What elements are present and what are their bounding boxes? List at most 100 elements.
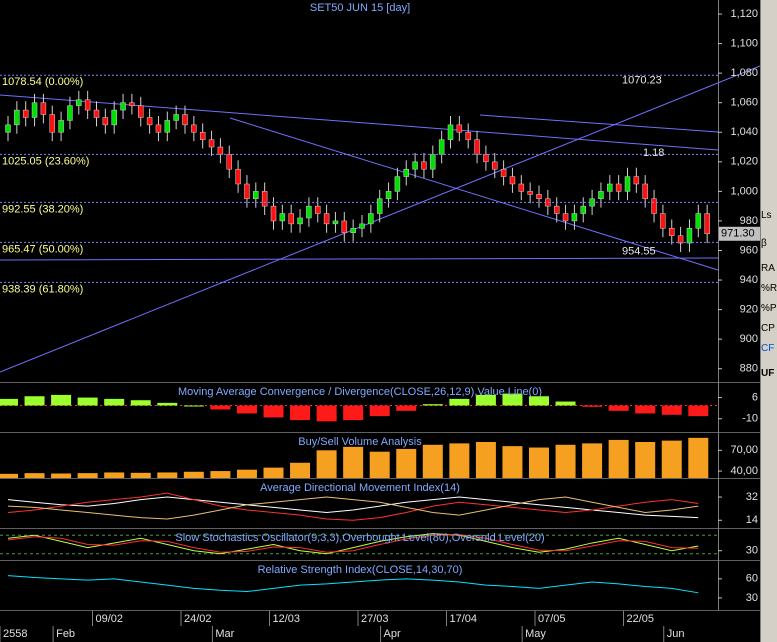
bar [183, 471, 204, 478]
bar [236, 405, 257, 414]
candle-body [279, 213, 286, 222]
candle-body [76, 99, 82, 106]
bar [396, 405, 417, 411]
bar [582, 443, 603, 478]
bar [661, 440, 682, 478]
candle-body [199, 132, 206, 140]
candle-body [217, 146, 224, 155]
y-tick-label: 900 [740, 333, 758, 345]
candle-body [31, 102, 38, 118]
bar [608, 439, 629, 478]
candle-body [669, 228, 675, 236]
bar [396, 448, 417, 478]
toolbar-button[interactable]: RA [761, 263, 775, 274]
bar [635, 442, 656, 478]
candle-body [633, 176, 640, 185]
y-tick-label: 32 [746, 491, 758, 503]
candle-body [430, 154, 436, 170]
candle-body [93, 109, 100, 118]
last-price-label: 971.30 [721, 228, 755, 240]
candle-body [235, 168, 241, 185]
bar [422, 404, 443, 406]
bar [157, 472, 178, 478]
toolbar-button[interactable]: %R [761, 283, 777, 294]
panel-title: Slow Stochastics Oscillator(9,3,3),Overb… [175, 532, 544, 544]
y-tick-label: 1,040 [730, 126, 758, 138]
y-tick-label: 14 [746, 514, 758, 526]
candle-body [359, 223, 365, 229]
candle-body [509, 176, 516, 185]
month-label: May [525, 628, 546, 640]
bar [502, 446, 523, 478]
bar [369, 405, 390, 417]
candle-body [695, 213, 702, 229]
y-tick-label: 1,020 [730, 156, 758, 168]
fib-label: 1078.54 (0.00%) [2, 76, 83, 88]
bar [210, 471, 231, 478]
price-label: 1.18 [643, 147, 664, 159]
candle-body [447, 124, 454, 140]
candle-body [253, 191, 259, 200]
toolbar-button[interactable]: %P [761, 303, 777, 314]
toolbar-button[interactable]: Ls [761, 210, 772, 221]
candle-body [677, 235, 684, 244]
candle-body [208, 139, 215, 148]
candle-body [518, 183, 525, 192]
candle-body [323, 213, 330, 225]
candle-body [562, 213, 569, 222]
y-tick-label: 1,080 [730, 67, 758, 79]
y-tick-label: 980 [740, 215, 758, 227]
bar [290, 405, 311, 421]
candle-body [14, 109, 20, 126]
candle-body [261, 191, 268, 207]
bar [343, 446, 364, 478]
candle-body [49, 114, 55, 133]
bar [130, 400, 151, 406]
toolbar-button[interactable]: β [761, 238, 767, 249]
date-label: 09/02 [96, 613, 124, 625]
y-tick-label: 940 [740, 274, 758, 286]
toolbar-button[interactable]: CP [761, 323, 775, 334]
candle-body [394, 176, 401, 192]
bar [369, 451, 390, 478]
bar [555, 401, 576, 406]
y-tick-label: 30 [746, 592, 758, 604]
panel-title: Moving Average Convergence / Divergence(… [178, 386, 542, 398]
candle-body [341, 220, 348, 233]
month-label: 2558 [3, 628, 27, 640]
price-label: 1070.23 [622, 74, 662, 86]
bar [51, 473, 72, 478]
indicator-line [7, 496, 699, 519]
candle-body [297, 217, 303, 225]
right-toolbar: Ls β RA %R %P CP CF UF [760, 0, 777, 642]
candle-body [288, 213, 294, 225]
candle-body [500, 168, 507, 177]
bar [183, 405, 204, 407]
indicator-line [7, 492, 699, 521]
y-tick-label: 30 [746, 545, 758, 557]
toolbar-button[interactable]: CF [761, 343, 775, 354]
candle-body [704, 213, 710, 235]
indicator-line [7, 533, 699, 555]
bar [236, 469, 257, 478]
fib-label: 938.39 (61.80%) [2, 283, 83, 295]
candle-body [173, 114, 179, 121]
date-label: 12/03 [273, 613, 301, 625]
bar [688, 437, 709, 478]
y-tick-label: 6 [752, 391, 758, 403]
candle-body [146, 117, 153, 126]
candle-body [111, 109, 117, 126]
toolbar-button[interactable]: UF [761, 368, 775, 379]
bar [290, 462, 311, 478]
bar [104, 472, 125, 478]
panel-title: Relative Strength Index(CLOSE,14,30,70) [258, 564, 463, 576]
candle-body [492, 161, 498, 170]
candle-body [102, 117, 109, 126]
candle-body [40, 102, 47, 115]
candle-body [129, 102, 135, 106]
fib-label: 1025.05 (23.60%) [2, 155, 89, 167]
y-tick-label: 920 [740, 303, 758, 315]
chart: 880 900 920 940 960 980 1,000 1,020 1,040 1,060 1,… [0, 0, 761, 642]
fib-label: 992.55 (38.20%) [2, 203, 83, 215]
